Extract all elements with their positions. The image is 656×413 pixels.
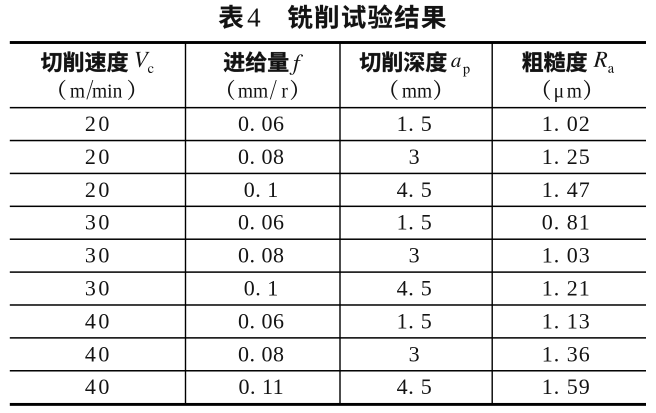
- svg-text:20: 20: [85, 111, 112, 136]
- svg-text:20: 20: [85, 144, 112, 169]
- svg-text:0. 06: 0. 06: [238, 308, 285, 333]
- svg-text:4. 5: 4. 5: [397, 177, 433, 202]
- svg-text:3: 3: [409, 341, 421, 366]
- svg-text:0. 81: 0. 81: [542, 210, 591, 235]
- svg-text:1. 21: 1. 21: [542, 276, 591, 301]
- svg-text:1. 03: 1. 03: [542, 243, 591, 268]
- svg-text:1. 5: 1. 5: [397, 210, 433, 235]
- svg-text:0. 08: 0. 08: [238, 243, 285, 268]
- svg-text:0. 11: 0. 11: [238, 374, 284, 399]
- svg-text:mm: mm: [238, 81, 268, 102]
- svg-text:1. 47: 1. 47: [542, 177, 591, 202]
- svg-text:4. 5: 4. 5: [397, 374, 433, 399]
- svg-text:4. 5: 4. 5: [397, 276, 433, 301]
- svg-text:m: m: [567, 81, 582, 102]
- svg-text:1. 59: 1. 59: [542, 374, 591, 399]
- svg-text:3: 3: [409, 144, 421, 169]
- svg-text:40: 40: [85, 308, 112, 333]
- svg-text:0. 1: 0. 1: [244, 276, 279, 301]
- svg-text:r: r: [281, 81, 288, 102]
- svg-text:1. 5: 1. 5: [397, 111, 433, 136]
- svg-text:30: 30: [85, 210, 112, 235]
- svg-text:30: 30: [85, 276, 112, 301]
- svg-text:3: 3: [409, 243, 421, 268]
- svg-text:min: min: [92, 81, 123, 102]
- svg-text:1. 13: 1. 13: [542, 308, 591, 333]
- svg-text:40: 40: [85, 374, 112, 399]
- svg-text:30: 30: [85, 243, 112, 268]
- svg-text:0. 08: 0. 08: [238, 144, 285, 169]
- svg-text:0. 06: 0. 06: [238, 210, 285, 235]
- svg-text:40: 40: [85, 341, 112, 366]
- svg-text:mm: mm: [402, 81, 432, 102]
- svg-text:1. 5: 1. 5: [397, 308, 433, 333]
- svg-text:0. 1: 0. 1: [244, 177, 279, 202]
- svg-text:m: m: [70, 81, 85, 102]
- svg-text:1. 25: 1. 25: [542, 144, 591, 169]
- svg-text:1. 02: 1. 02: [542, 111, 591, 136]
- svg-text:0. 06: 0. 06: [238, 111, 285, 136]
- svg-text:20: 20: [85, 177, 112, 202]
- svg-text:1. 36: 1. 36: [542, 341, 591, 366]
- svg-text:4: 4: [247, 3, 261, 33]
- svg-text:μ: μ: [554, 81, 564, 102]
- svg-text:0. 08: 0. 08: [238, 341, 285, 366]
